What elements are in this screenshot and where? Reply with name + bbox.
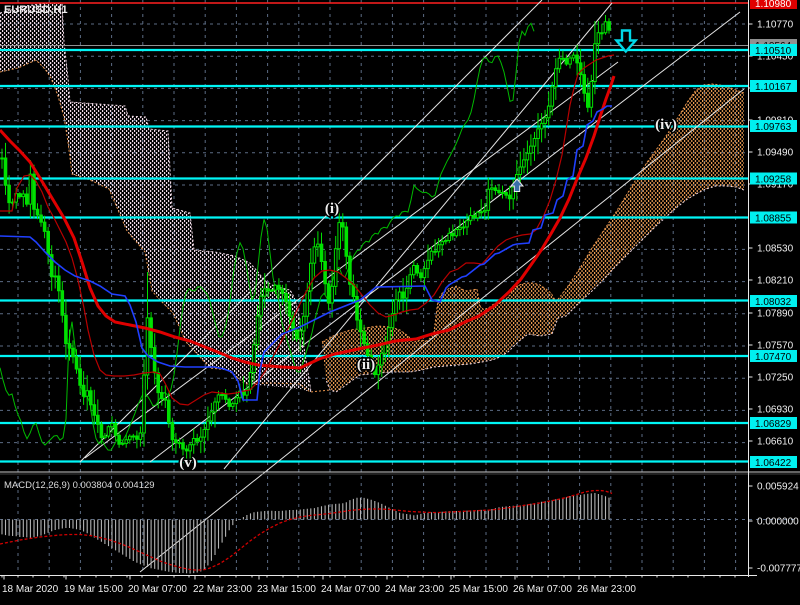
svg-text:26 Mar 07:00: 26 Mar 07:00 bbox=[513, 584, 572, 595]
svg-text:(ii): (ii) bbox=[357, 357, 375, 373]
svg-text:1.06829: 1.06829 bbox=[755, 419, 792, 430]
svg-text:24 Mar 23:00: 24 Mar 23:00 bbox=[385, 584, 444, 595]
svg-text:1.09258: 1.09258 bbox=[755, 175, 792, 186]
svg-text:26 Mar 23:00: 26 Mar 23:00 bbox=[577, 584, 636, 595]
svg-text:23 Mar 15:00: 23 Mar 15:00 bbox=[257, 584, 316, 595]
svg-text:1.07470: 1.07470 bbox=[755, 352, 792, 363]
svg-text:19 Mar 15:00: 19 Mar 15:00 bbox=[64, 584, 123, 595]
svg-text:1.06930: 1.06930 bbox=[757, 405, 794, 416]
svg-text:1.07570: 1.07570 bbox=[757, 341, 794, 352]
svg-text:1.07250: 1.07250 bbox=[757, 373, 794, 384]
svg-text:MACD(12,26,9) 0.003804 0.00412: MACD(12,26,9) 0.003804 0.004129 bbox=[4, 480, 155, 491]
svg-text:1.08032: 1.08032 bbox=[755, 297, 792, 308]
svg-text:1.07890: 1.07890 bbox=[757, 309, 794, 320]
svg-text:1.10450: 1.10450 bbox=[757, 52, 794, 63]
svg-text:(iv): (iv) bbox=[655, 117, 677, 133]
svg-text:0.000000: 0.000000 bbox=[757, 517, 799, 528]
svg-text:20 Mar 07:00: 20 Mar 07:00 bbox=[128, 584, 187, 595]
svg-text:(v): (v) bbox=[179, 455, 197, 471]
svg-text:1.06422: 1.06422 bbox=[755, 458, 792, 469]
svg-text:-0.007777: -0.007777 bbox=[757, 564, 800, 575]
svg-text:24 Mar 07:00: 24 Mar 07:00 bbox=[321, 584, 380, 595]
svg-text:EURUSD,H1: EURUSD,H1 bbox=[4, 4, 68, 16]
svg-text:0.005924: 0.005924 bbox=[757, 482, 799, 493]
svg-text:25 Mar 15:00: 25 Mar 15:00 bbox=[449, 584, 508, 595]
svg-text:1.09763: 1.09763 bbox=[755, 122, 792, 133]
svg-text:1.06610: 1.06610 bbox=[757, 437, 794, 448]
svg-text:1.10770: 1.10770 bbox=[757, 20, 794, 31]
svg-text:1.08855: 1.08855 bbox=[755, 214, 792, 225]
svg-text:1.10510: 1.10510 bbox=[755, 46, 792, 57]
svg-text:1.08210: 1.08210 bbox=[757, 276, 794, 287]
svg-text:1.10167: 1.10167 bbox=[755, 82, 792, 93]
svg-text:18 Mar 2020: 18 Mar 2020 bbox=[2, 584, 59, 595]
svg-text:1.08530: 1.08530 bbox=[757, 244, 794, 255]
svg-text:1.09490: 1.09490 bbox=[757, 148, 794, 159]
svg-text:1.10980: 1.10980 bbox=[755, 0, 792, 10]
svg-text:22 Mar 23:00: 22 Mar 23:00 bbox=[193, 584, 252, 595]
svg-text:1.09170: 1.09170 bbox=[757, 180, 794, 191]
svg-text:(i): (i) bbox=[325, 201, 339, 217]
